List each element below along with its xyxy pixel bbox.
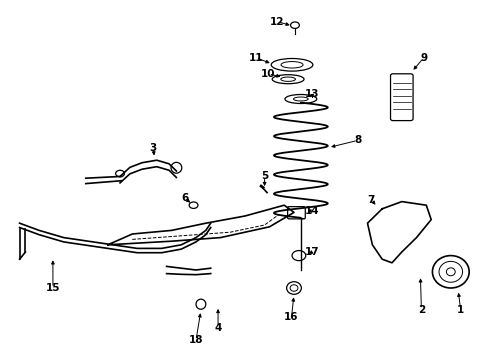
- Text: 16: 16: [284, 312, 299, 322]
- Text: 9: 9: [420, 53, 427, 63]
- Text: 5: 5: [261, 171, 268, 181]
- Text: 3: 3: [150, 143, 157, 153]
- Text: 6: 6: [181, 193, 188, 203]
- Text: 15: 15: [46, 283, 60, 293]
- Text: 11: 11: [248, 53, 263, 63]
- Text: 18: 18: [189, 335, 203, 345]
- Text: 8: 8: [354, 135, 361, 145]
- Text: 12: 12: [270, 17, 285, 27]
- Text: 10: 10: [261, 69, 276, 79]
- Text: 4: 4: [214, 323, 222, 333]
- Text: 2: 2: [418, 305, 425, 315]
- Text: 7: 7: [368, 195, 375, 205]
- Text: 17: 17: [305, 247, 319, 257]
- Text: 13: 13: [305, 89, 319, 99]
- Text: 1: 1: [457, 305, 464, 315]
- Text: 14: 14: [305, 206, 320, 216]
